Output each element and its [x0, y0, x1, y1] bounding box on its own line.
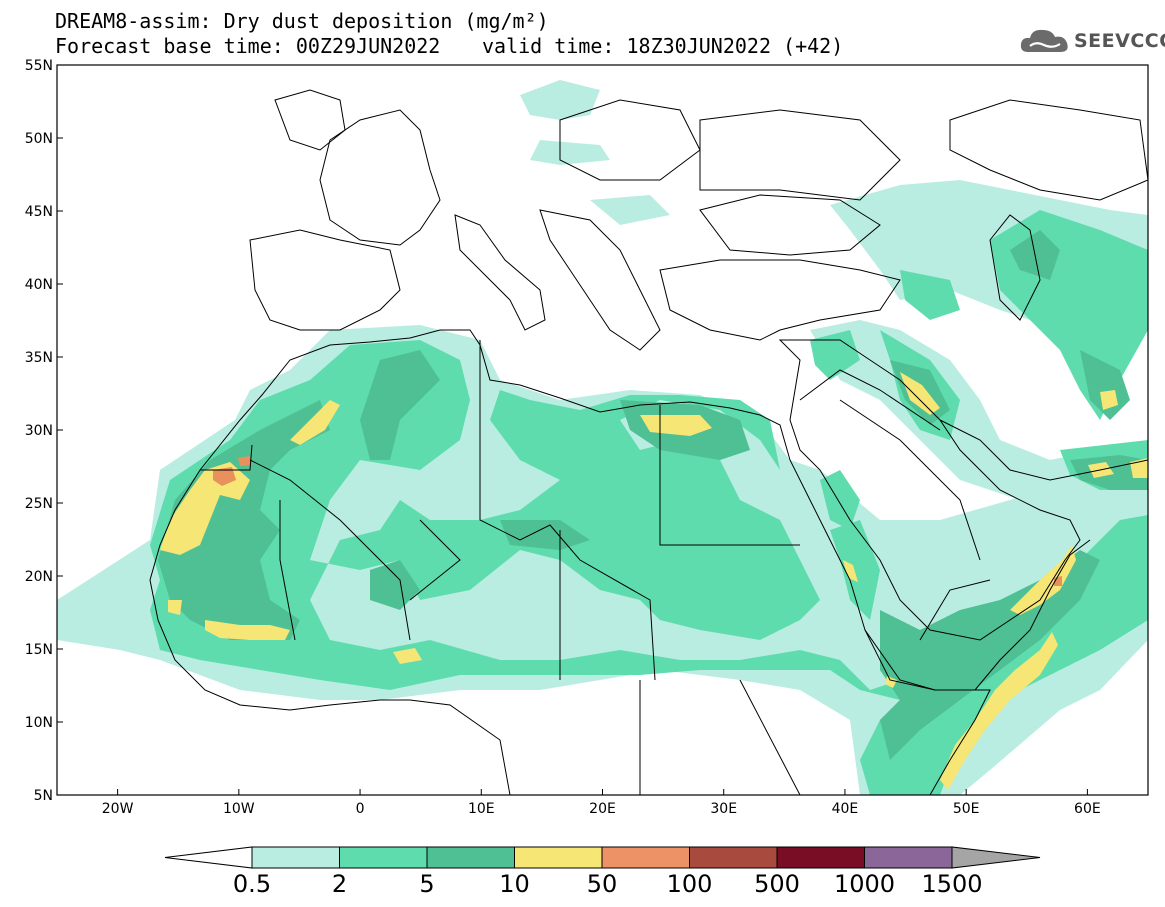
colorbar-label: 100 [666, 870, 713, 898]
colorbar-over-arrow [951, 846, 1041, 869]
lat-tick-label: 40N [25, 277, 53, 293]
colorbar-label: 1500 [921, 870, 983, 898]
seevccc-logo: SEEVCCC [1018, 26, 1165, 56]
lon-tick-label: 10E [468, 801, 495, 817]
colorbar-label: 10 [499, 870, 530, 898]
colorbar-label: 2 [331, 870, 348, 898]
lat-tick-label: 30N [25, 423, 53, 439]
valid-time: valid time: 18Z30JUN2022 (+42) [482, 34, 844, 58]
colorbar-label: 1000 [833, 870, 896, 898]
lon-tick-label: 10W [223, 801, 255, 817]
dust-level-50 [213, 456, 1062, 586]
lon-tick-label: 20E [589, 801, 616, 817]
lat-tick-label: 50N [25, 131, 53, 147]
lat-tick-label: 15N [25, 642, 53, 658]
lon-tick-label: 30E [710, 801, 737, 817]
colorbar-swatch [776, 846, 865, 869]
colorbar-swatch [339, 846, 428, 869]
coastlines-borders [149, 89, 1148, 795]
colorbar-label: 50 [586, 870, 618, 898]
lat-tick-label: 55N [25, 58, 53, 74]
cloud-icon [1020, 29, 1068, 52]
colorbar-label: 0.5 [232, 870, 272, 898]
lon-tick-label: 60E [1074, 801, 1101, 817]
colorbar-swatch [514, 846, 603, 869]
lat-tick-label: 45N [25, 204, 53, 220]
map-title: DREAM8-assim: Dry dust deposition (mg/m²… [55, 9, 549, 33]
dust-level-10 [160, 372, 1148, 790]
colorbar-swatch [864, 846, 953, 869]
colorbar-label: 500 [754, 870, 800, 898]
lat-tick-label: 10N [25, 715, 53, 731]
lon-tick-label: 40E [832, 801, 859, 817]
lat-tick-label: 35N [25, 350, 53, 366]
colorbar [164, 846, 1041, 869]
longitude-axis: 20W 10W 0 10E 20E 30E 40E 50E 60E [102, 789, 1101, 817]
latitude-axis: 55N 50N 45N 40N 35N 30N 25N 20N 15N 10N 5N [25, 58, 63, 804]
colorbar-swatch [601, 846, 690, 869]
colorbar-swatch [426, 846, 515, 869]
lat-tick-label: 5N [34, 788, 53, 804]
forecast-base-time: Forecast base time: 00Z29JUN2022 [55, 34, 441, 58]
logo-text: SEEVCCC [1074, 30, 1165, 52]
colorbar-under-arrow [164, 846, 253, 869]
colorbar-label: 5 [419, 870, 435, 898]
colorbar-swatch [251, 846, 340, 869]
lon-tick-label: 20W [102, 801, 134, 817]
lat-tick-label: 20N [25, 569, 53, 585]
lon-tick-label: 50E [953, 801, 980, 817]
lat-tick-label: 25N [25, 496, 53, 512]
colorbar-swatch [689, 846, 778, 869]
lon-tick-label: 0 [356, 801, 365, 817]
